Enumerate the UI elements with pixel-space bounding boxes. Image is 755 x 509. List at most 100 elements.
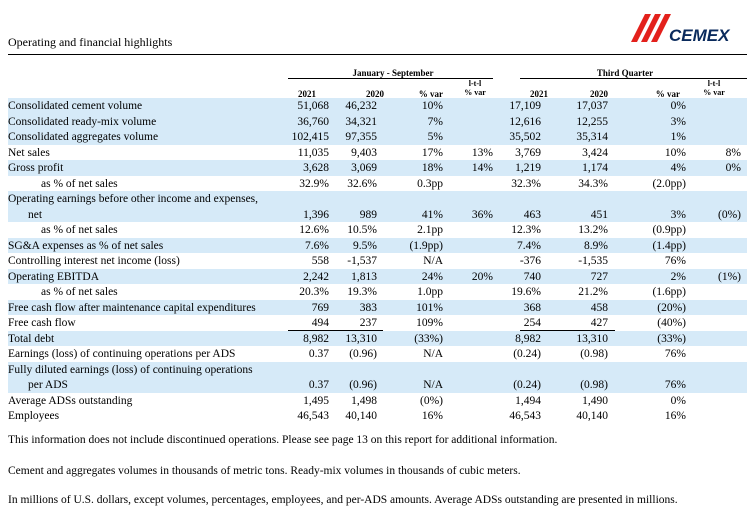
cell-ytd-2021: 1,495 <box>303 394 329 407</box>
cell-ytd-2020: 32.6% <box>347 177 377 190</box>
cemex-logo: CEMEX <box>631 14 731 44</box>
cell-ytd-2020: 3,069 <box>351 162 377 174</box>
cell-q-2020: (0.98) <box>580 348 608 360</box>
cell-ytd-2021: 3,628 <box>303 162 329 174</box>
cell-q-2020: 1,490 <box>582 394 608 407</box>
cell-q-var: (33%) <box>657 332 686 345</box>
row-label: Free cash flow <box>8 317 76 329</box>
cell-ytd-2020: (0.96) <box>349 348 377 360</box>
cell-ytd-2020: 10.5% <box>347 224 377 236</box>
cell-ytd-2021: 46,543 <box>297 410 329 422</box>
cell-q-2020: 727 <box>590 270 608 283</box>
cell-ytd-ltl: 36% <box>471 208 493 221</box>
row-label: Earnings (loss) of continuing operations… <box>8 348 236 360</box>
cell-ytd-2021: 8,982 <box>303 332 329 345</box>
cell-q-2021: 3,769 <box>515 146 541 159</box>
cell-ytd-2021: 102,415 <box>291 131 329 143</box>
cell-ytd-2021: 32.9% <box>299 177 329 190</box>
cell-ytd-var: N/A <box>423 379 443 391</box>
header-ytd-ltl: l-t-l% var <box>464 79 486 97</box>
cell-ytd-2020: -1,537 <box>347 255 377 267</box>
cell-ytd-var: (33%) <box>414 332 443 345</box>
cell-ytd-var: (1.9pp) <box>409 239 443 252</box>
cell-ytd-2021: 1,396 <box>303 208 329 221</box>
total-rule <box>520 329 615 331</box>
cell-ytd-2020: 40,140 <box>345 410 377 422</box>
cell-q-2021: 32.3% <box>511 177 541 190</box>
cell-q-2020: 13,310 <box>576 332 608 345</box>
cell-q-var: 1% <box>670 131 686 143</box>
header-ytd-2021: 2021 <box>298 89 316 99</box>
cell-q-2020: 21.2% <box>578 286 608 298</box>
header-q-ltl: l-t-l% var <box>703 79 725 97</box>
row-band <box>8 206 747 222</box>
cell-ytd-2020: 34,321 <box>345 115 377 128</box>
note-units: In millions of U.S. dollars, except volu… <box>8 494 678 506</box>
cell-q-2021: 17,109 <box>509 100 541 112</box>
quarter-group-rule <box>520 78 747 79</box>
cell-q-2020: (0.98) <box>580 379 608 391</box>
cell-q-2021: 1,494 <box>515 394 541 407</box>
row-label: Free cash flow after maintenance capital… <box>8 301 256 314</box>
cell-ytd-ltl: 14% <box>471 162 493 174</box>
cell-q-2020: 451 <box>590 208 608 221</box>
row-label: net <box>28 208 43 221</box>
cell-ytd-var: (0%) <box>420 394 443 407</box>
cell-q-var: 3% <box>670 115 686 128</box>
title-divider <box>8 54 747 55</box>
cell-q-var: (20%) <box>657 301 686 314</box>
cell-q-2020: 3,424 <box>582 146 608 159</box>
cell-q-2021: 368 <box>523 301 541 314</box>
cell-ytd-var: 0.3pp <box>417 177 443 190</box>
cell-q-2020: 1,174 <box>582 162 608 174</box>
row-label: as % of net sales <box>41 224 118 236</box>
cell-q-2021: 740 <box>523 270 541 283</box>
cell-q-var: (40%) <box>657 317 686 329</box>
row-band <box>8 129 747 145</box>
cell-ytd-var: 7% <box>427 115 443 128</box>
cell-ytd-var: 17% <box>421 146 443 159</box>
cell-q-2021: 19.6% <box>511 286 541 298</box>
cell-q-2020: 34.3% <box>578 177 608 190</box>
header-q-var: % var <box>655 89 680 99</box>
cell-ytd-var: 24% <box>421 270 443 283</box>
cell-ytd-2021: 51,068 <box>297 100 329 112</box>
cell-q-2021: 12.3% <box>511 224 541 236</box>
cell-q-2021: -376 <box>519 255 541 267</box>
cell-ytd-2021: 36,760 <box>297 115 329 128</box>
row-band <box>8 330 747 346</box>
cell-ytd-var: 109% <box>416 317 443 329</box>
cell-ytd-var: 16% <box>421 410 443 422</box>
row-label: Fully diluted earnings (loss) of continu… <box>8 363 253 376</box>
cell-ytd-2020: 9.5% <box>353 239 377 252</box>
cell-q-2021: 254 <box>523 317 541 329</box>
cell-q-2021: 35,502 <box>509 131 541 143</box>
row-label: per ADS <box>28 379 68 391</box>
cell-ytd-var: 101% <box>416 301 443 314</box>
row-label: as % of net sales <box>41 286 118 298</box>
cell-ytd-2020: 1,498 <box>351 394 377 407</box>
cell-ytd-2021: 494 <box>311 317 329 329</box>
cell-q-var: 3% <box>670 208 686 221</box>
header-ytd-var: % var <box>418 89 443 99</box>
cell-ytd-var: 18% <box>421 162 443 174</box>
cell-q-var: 0% <box>670 394 686 407</box>
cell-ytd-2020: 237 <box>359 317 377 329</box>
cell-q-var: 2% <box>670 270 686 283</box>
cell-q-2021: 8,982 <box>515 332 541 345</box>
header-q-2021: 2021 <box>530 89 548 99</box>
cell-q-2020: 40,140 <box>576 410 608 422</box>
row-label: as % of net sales <box>41 177 118 190</box>
cell-ytd-2020: 97,355 <box>345 131 377 143</box>
cell-q-2020: 458 <box>590 301 608 314</box>
row-label: Total debt <box>8 332 55 345</box>
cell-q-2020: 427 <box>590 317 608 329</box>
header-ytd-group: January - September <box>352 68 434 78</box>
cell-q-2021: 12,616 <box>509 115 541 128</box>
row-label: Operating earnings before other income a… <box>8 193 259 205</box>
header-ytd-2020: 2020 <box>366 89 384 99</box>
cell-ytd-2021: 12.6% <box>299 224 329 236</box>
row-label: Average ADSs outstanding <box>8 394 133 407</box>
cell-ytd-2021: 769 <box>311 301 329 314</box>
cell-q-2020: -1,535 <box>578 255 608 267</box>
